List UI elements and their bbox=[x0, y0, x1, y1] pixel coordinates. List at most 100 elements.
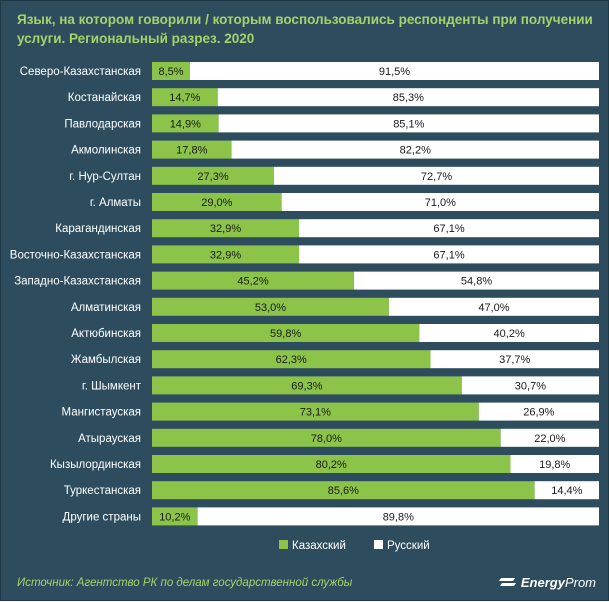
data-label: 22,0% bbox=[534, 433, 565, 445]
category-label: Павлодарская bbox=[64, 118, 141, 130]
bar-kazakh bbox=[152, 140, 232, 159]
data-label: 91,5% bbox=[379, 66, 410, 78]
bar-group: Туркестанская 85,6% 14,4% bbox=[64, 481, 599, 500]
category-label: Жамбылская bbox=[71, 354, 141, 366]
data-label: 27,3% bbox=[197, 171, 228, 183]
bar-russian bbox=[430, 350, 599, 369]
data-label: 19,8% bbox=[539, 459, 570, 471]
bar-kazakh bbox=[152, 350, 431, 369]
bar-russian bbox=[354, 271, 599, 290]
bar-russian bbox=[510, 455, 599, 473]
bar-kazakh bbox=[152, 88, 218, 107]
source-note: Источник: Агентство РК по делам государс… bbox=[17, 577, 353, 589]
bar-group: г. Нур-Султан 27,3% 72,7% bbox=[69, 166, 599, 185]
bar-group: Актюбинская 59,8% 40,2% bbox=[71, 324, 599, 342]
data-label: 47,0% bbox=[478, 302, 509, 314]
bar-russian bbox=[281, 193, 599, 211]
category-label: г. Алматы bbox=[90, 197, 141, 209]
bar-kazakh bbox=[152, 455, 511, 473]
bar-kazakh bbox=[152, 376, 462, 395]
bar-russian bbox=[218, 114, 599, 133]
bar-kazakh bbox=[152, 193, 282, 211]
brand-name: EnergyProm bbox=[520, 574, 596, 590]
bar-kazakh bbox=[152, 166, 275, 185]
legend-label: Казахский bbox=[292, 540, 346, 552]
category-label: Другие страны bbox=[63, 511, 141, 523]
category-label: Западно-Казахстанская bbox=[14, 276, 141, 288]
legend-item-kazakh: Казахский bbox=[279, 540, 346, 552]
category-label: Восточно-Казахстанская bbox=[10, 249, 141, 261]
bar-kazakh bbox=[152, 62, 190, 80]
bar-group: Акмолинская 17,8% 82,2% bbox=[71, 140, 600, 159]
data-label: 59,8% bbox=[270, 328, 301, 340]
legend-swatch bbox=[279, 540, 288, 549]
bar-group: Другие страны 10,2% 89,8% bbox=[63, 507, 599, 526]
data-label: 14,9% bbox=[170, 118, 201, 130]
legend-label: Русский bbox=[387, 540, 430, 552]
legend-swatch bbox=[374, 540, 383, 549]
category-label: Костанайская bbox=[68, 92, 141, 104]
data-label: 62,3% bbox=[276, 354, 307, 366]
category-label: Актюбинская bbox=[71, 328, 141, 340]
data-label: 29,0% bbox=[201, 197, 232, 209]
legend-item-russian: Русский bbox=[374, 540, 430, 552]
bar-kazakh bbox=[152, 324, 420, 342]
category-label: г. Шымкент bbox=[82, 380, 142, 392]
data-label: 85,3% bbox=[393, 92, 424, 104]
data-label: 30,7% bbox=[515, 380, 546, 392]
bar-group: Павлодарская 14,9% 85,1% bbox=[64, 114, 599, 133]
bar-kazakh bbox=[152, 219, 300, 238]
bar-russian bbox=[217, 88, 600, 107]
bar-group: Кызылординская 80,2% 19,8% bbox=[50, 455, 599, 473]
category-label: г. Нур-Султан bbox=[69, 171, 141, 183]
bar-kazakh bbox=[152, 481, 535, 500]
category-label: Алматинская bbox=[71, 302, 141, 314]
bar-russian bbox=[274, 166, 599, 185]
data-label: 40,2% bbox=[494, 328, 525, 340]
category-label: Северо-Казахстанская bbox=[20, 66, 141, 78]
bar-group: Восточно-Казахстанская 32,9% 67,1% bbox=[10, 245, 599, 264]
data-label: 78,0% bbox=[311, 433, 342, 445]
data-label: 17,8% bbox=[176, 145, 207, 157]
data-label: 45,2% bbox=[237, 276, 268, 288]
brand-logo: EnergyProm bbox=[498, 574, 596, 590]
bar-group: Атырауская 78,0% 22,0% bbox=[78, 428, 599, 447]
bar-group: Костанайская 14,7% 85,3% bbox=[68, 88, 600, 107]
bar-russian bbox=[299, 219, 599, 238]
bar-group: Мангистауская 73,1% 26,9% bbox=[61, 402, 599, 421]
data-label: 71,0% bbox=[425, 197, 456, 209]
data-label: 26,9% bbox=[523, 407, 554, 419]
data-label: 37,7% bbox=[499, 354, 530, 366]
data-label: 14,7% bbox=[169, 92, 200, 104]
data-label: 10,2% bbox=[159, 511, 190, 523]
data-label: 54,8% bbox=[461, 276, 492, 288]
data-label: 80,2% bbox=[316, 459, 347, 471]
data-label: 85,6% bbox=[328, 485, 359, 497]
bar-russian bbox=[299, 245, 599, 264]
bar-kazakh bbox=[152, 507, 198, 526]
bar-kazakh bbox=[152, 402, 479, 421]
data-label: 67,1% bbox=[433, 249, 464, 261]
data-label: 14,4% bbox=[551, 485, 582, 497]
category-label: Кызылординская bbox=[50, 459, 141, 471]
data-label: 85,1% bbox=[393, 118, 424, 130]
data-label: 8,5% bbox=[158, 66, 183, 78]
bar-russian bbox=[189, 62, 599, 80]
bar-kazakh bbox=[152, 271, 355, 290]
bar-group: Карагандинская 32,9% 67,1% bbox=[55, 219, 599, 238]
bar-russian bbox=[461, 376, 599, 395]
data-label: 72,7% bbox=[421, 171, 452, 183]
data-label: 53,0% bbox=[255, 302, 286, 314]
data-label: 69,3% bbox=[291, 380, 322, 392]
data-label: 89,8% bbox=[383, 511, 414, 523]
bar-group: Западно-Казахстанская 45,2% 54,8% bbox=[14, 271, 599, 290]
bar-group: г. Шымкент 69,3% 30,7% bbox=[82, 376, 599, 395]
bar-russian bbox=[231, 140, 600, 159]
bar-group: Жамбылская 62,3% 37,7% bbox=[71, 350, 599, 369]
bar-russian bbox=[478, 402, 599, 421]
bar-russian bbox=[500, 428, 599, 447]
data-label: 32,9% bbox=[210, 249, 241, 261]
bar-group: г. Алматы 29,0% 71,0% bbox=[90, 193, 599, 211]
